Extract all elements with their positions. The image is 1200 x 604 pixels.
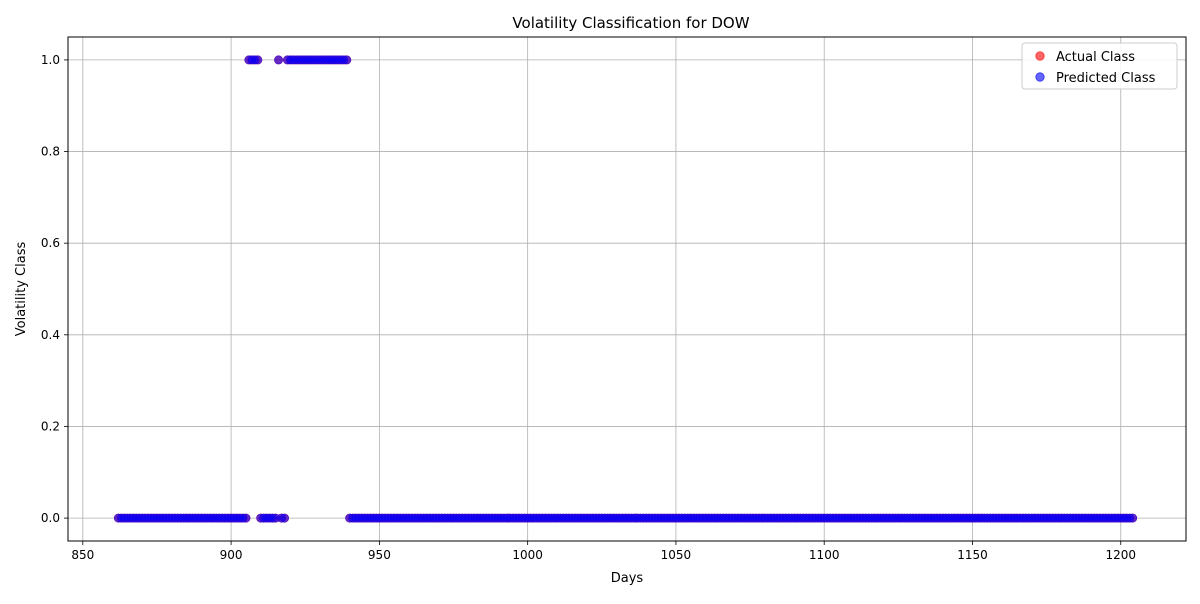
legend-marker bbox=[1035, 51, 1045, 61]
x-tick-label: 1200 bbox=[1105, 548, 1136, 562]
x-tick-label: 1000 bbox=[512, 548, 543, 562]
legend: Actual Class Predicted Class bbox=[1021, 42, 1178, 90]
x-tick-label: 1050 bbox=[661, 548, 692, 562]
y-tick-label: 0.6 bbox=[41, 236, 60, 250]
y-tick-label: 0.0 bbox=[41, 511, 60, 525]
y-tick-label: 0.8 bbox=[41, 145, 60, 159]
x-axis-ticks: 850 900 950 1000 1050 1100 1150 1200 bbox=[71, 541, 1136, 562]
x-tick-label: 1150 bbox=[957, 548, 988, 562]
series-actual bbox=[113, 55, 1138, 523]
data-point bbox=[253, 55, 263, 65]
data-point bbox=[241, 513, 251, 523]
legend-label: Actual Class bbox=[1056, 50, 1135, 65]
plot-area-frame bbox=[67, 36, 1187, 542]
series-predicted bbox=[113, 55, 1138, 523]
x-tick-label: 850 bbox=[71, 548, 94, 562]
y-axis-ticks: 0.0 0.2 0.4 0.6 0.8 1.0 bbox=[41, 53, 68, 525]
x-tick-label: 950 bbox=[368, 548, 391, 562]
data-point bbox=[274, 55, 284, 65]
data-points bbox=[113, 55, 1138, 523]
y-tick-label: 1.0 bbox=[41, 53, 60, 67]
data-point bbox=[1128, 513, 1138, 523]
data-point bbox=[279, 513, 289, 523]
data-point bbox=[342, 55, 352, 65]
grid bbox=[68, 37, 1186, 541]
y-tick-label: 0.4 bbox=[41, 328, 60, 342]
chart-title: Volatility Classification for DOW bbox=[512, 14, 749, 32]
x-tick-label: 900 bbox=[220, 548, 243, 562]
y-axis-label: Volatility Class bbox=[14, 242, 29, 337]
x-tick-label: 1100 bbox=[809, 548, 840, 562]
y-tick-label: 0.2 bbox=[41, 419, 60, 433]
legend-label: Predicted Class bbox=[1056, 71, 1156, 86]
legend-marker bbox=[1035, 72, 1045, 82]
legend-box bbox=[1021, 42, 1178, 90]
x-axis-label: Days bbox=[611, 571, 644, 586]
